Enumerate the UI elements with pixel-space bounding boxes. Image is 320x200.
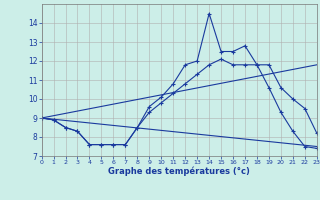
X-axis label: Graphe des températures (°c): Graphe des températures (°c) bbox=[108, 167, 250, 176]
